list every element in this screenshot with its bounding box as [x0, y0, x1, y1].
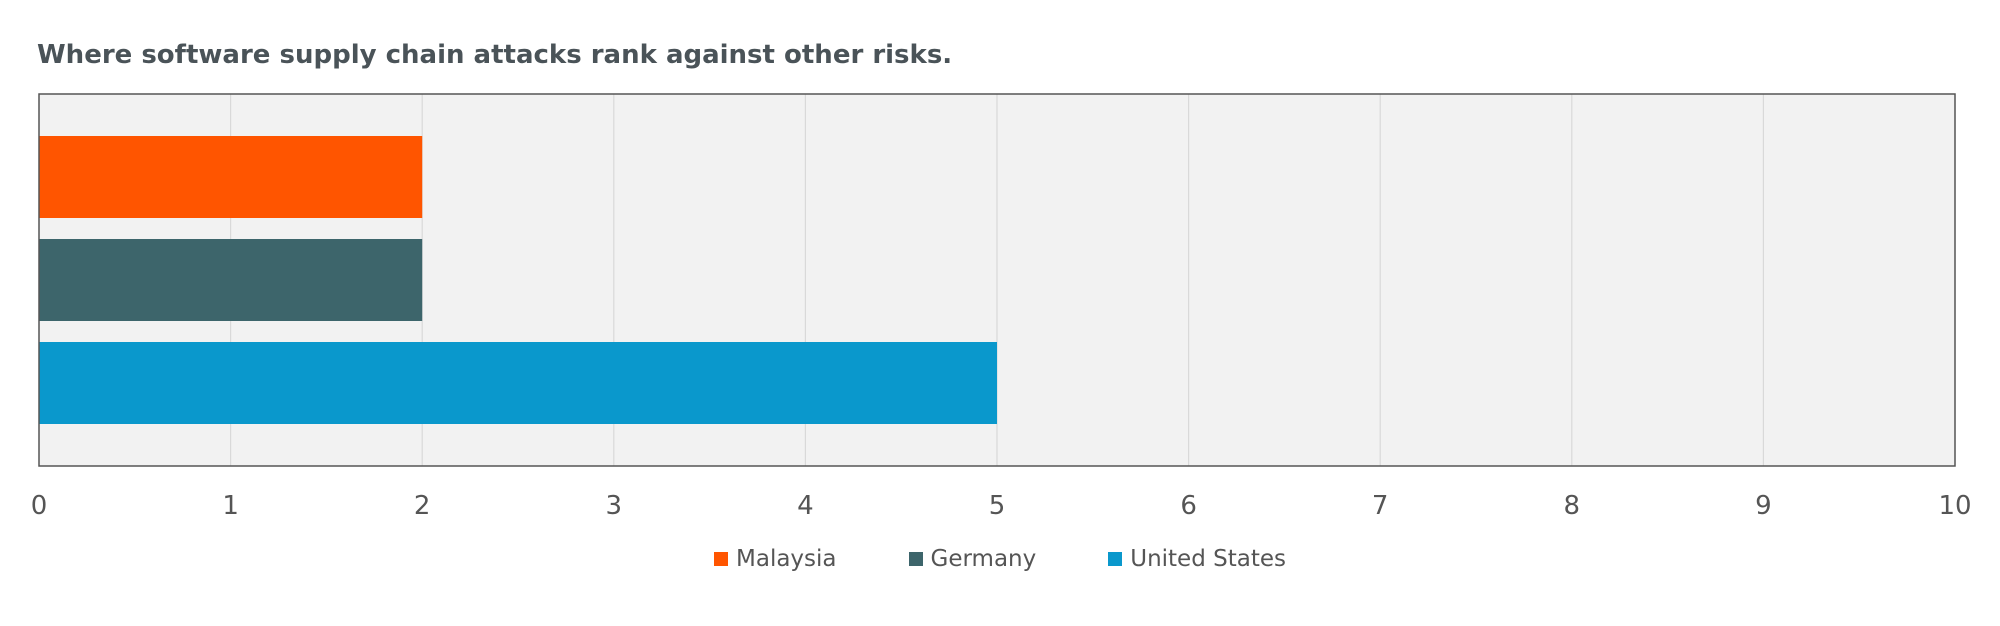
legend-label-united-states: United States	[1130, 546, 1286, 572]
x-tick-label-2: 2	[414, 491, 431, 521]
legend-label-malaysia: Malaysia	[736, 546, 837, 572]
chart-title: Where software supply chain attacks rank…	[37, 40, 953, 70]
x-tick-label-6: 6	[1180, 491, 1197, 521]
bar-united-states	[39, 342, 997, 424]
legend-swatch-germany	[908, 552, 923, 566]
x-tick-label-9: 9	[1755, 491, 1772, 521]
x-tick-label-8: 8	[1564, 491, 1581, 521]
x-tick-label-0: 0	[31, 491, 48, 521]
legend-item-malaysia[interactable]: Malaysia	[714, 546, 837, 572]
x-tick-label-3: 3	[606, 491, 623, 521]
legend-swatch-malaysia	[714, 552, 728, 566]
plot-border	[38, 93, 1956, 467]
legend-item-united-states[interactable]: United States	[1108, 546, 1286, 572]
legend: Malaysia Germany United States	[0, 546, 2000, 572]
x-tick-label-7: 7	[1372, 491, 1389, 521]
legend-item-germany[interactable]: Germany	[908, 546, 1037, 572]
bar-malaysia	[39, 136, 423, 218]
x-tick-label-4: 4	[797, 491, 814, 521]
x-tick-label-10: 10	[1938, 491, 1971, 521]
legend-label-germany: Germany	[930, 546, 1037, 572]
x-tick-label-1: 1	[222, 491, 239, 521]
bar-germany	[39, 239, 423, 321]
x-tick-label-5: 5	[989, 491, 1006, 521]
legend-swatch-united-states	[1108, 552, 1123, 566]
